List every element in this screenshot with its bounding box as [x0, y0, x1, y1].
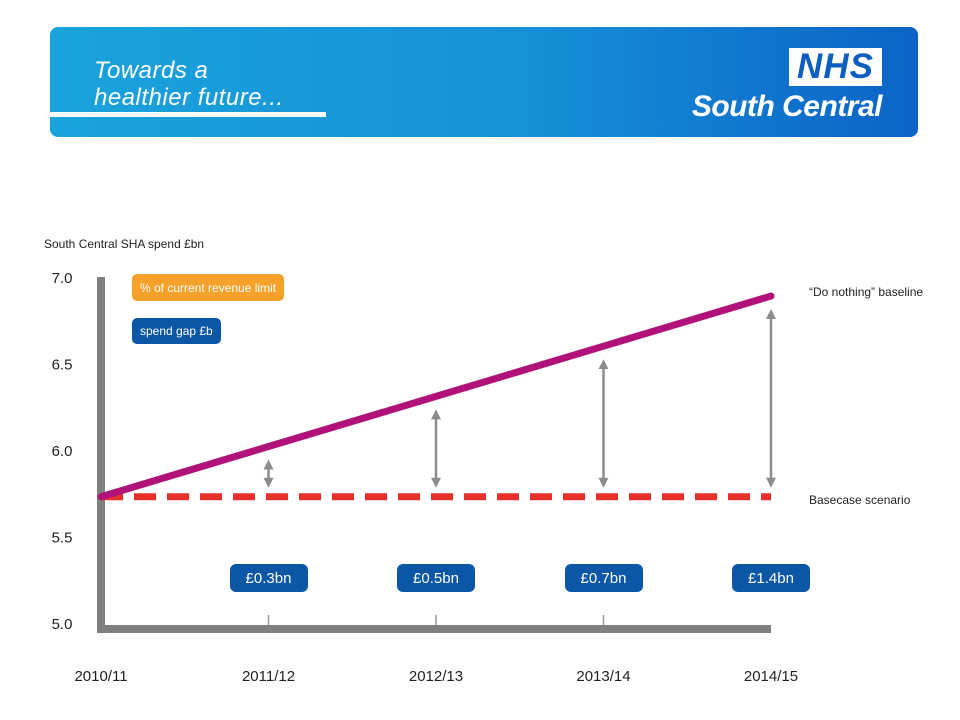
y-tick-label: 5.0 [52, 616, 73, 633]
do-nothing-baseline-line [97, 292, 775, 501]
tagline: Towards a healthier future... [94, 57, 284, 111]
spend-gap-label: £0.5bn [397, 564, 475, 592]
tagline-line-2: healthier future... [94, 84, 284, 111]
spend-gap-label: £0.3bn [229, 564, 308, 592]
legend-revenue-limit: % of current revenue limit [132, 274, 285, 301]
nhs-logo: NHS [789, 48, 882, 86]
organisation-name: South Central [691, 90, 883, 123]
y-axis-title: South Central SHA spend £bn [44, 237, 204, 251]
y-tick-label: 5.5 [52, 530, 73, 547]
spend-gap-label: £1.4bn [732, 564, 810, 592]
y-tick-label: 6.0 [52, 443, 73, 460]
tagline-underline [50, 112, 326, 117]
nhs-logo-text: NHS [797, 47, 874, 86]
legend-revenue-limit-label: % of current revenue limit [140, 280, 277, 295]
legend-spend-gap: spend gap £b [132, 318, 221, 344]
tagline-line-1: Towards a [94, 57, 209, 84]
spend-gap-label: £0.7bn [564, 564, 643, 592]
y-tick-label: 6.5 [52, 357, 73, 374]
x-tick-label: 2011/12 [242, 668, 295, 685]
y-tick-label: 7.0 [52, 270, 73, 287]
x-tick-label: 2014/15 [744, 668, 798, 685]
series-label-baseline: “Do nothing” baseline [809, 285, 923, 299]
series-label-basecase: Basecase scenario [809, 493, 911, 507]
x-tick-label: 2013/14 [576, 668, 630, 685]
x-tick-label: 2012/13 [409, 668, 463, 685]
x-tick-label: 2010/11 [74, 668, 127, 685]
header-banner: Towards a healthier future... NHS South … [50, 27, 918, 137]
legend-spend-gap-label: spend gap £b [140, 324, 213, 338]
